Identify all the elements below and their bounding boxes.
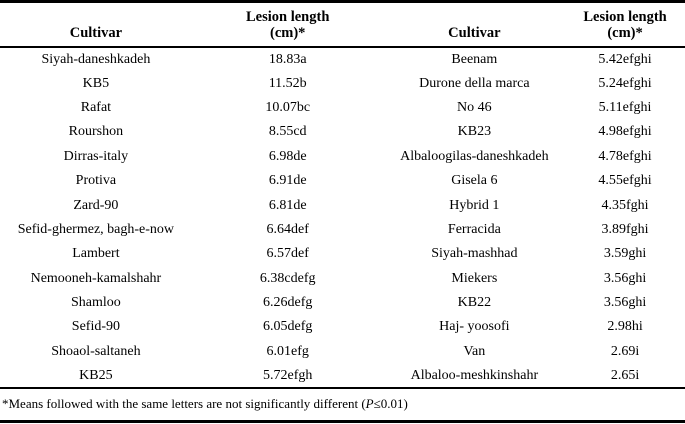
table-row: Rafat 10.07bc No 46 5.11efghi	[0, 96, 685, 120]
lesion-length-cell: 2.65i	[610, 367, 640, 383]
lesion-length-cell: 2.69i	[610, 343, 640, 359]
table-row: Lambert 6.57def Siyah-mashhad 3.59ghi	[0, 242, 685, 266]
table-row: Shoaol-saltaneh 6.01efg Van 2.69i	[0, 340, 685, 364]
table-row: KB5 11.52b Durone della marca 5.24efghi	[0, 71, 685, 95]
lesion-length-cell: 4.98efghi	[598, 124, 652, 140]
cultivar-cell: Miekers	[451, 270, 498, 286]
lesion-length-cell: 6.05defg	[263, 319, 313, 335]
table-footnote: *Means followed with the same letters ar…	[0, 389, 685, 420]
lesion-length-cell: 4.55efghi	[598, 173, 652, 189]
column-header-cultivar-right: Cultivar	[383, 1, 566, 48]
lesion-length-cell: 18.83a	[268, 51, 307, 67]
cultivar-cell: KB22	[457, 295, 492, 311]
lesion-length-cell: 4.78efghi	[598, 148, 652, 164]
cultivar-cell: KB5	[82, 75, 110, 91]
table-row: Nemooneh-kamalshahr 6.38cdefg Miekers 3.56g…	[0, 267, 685, 291]
table-row: Shamloo 6.26defg KB22 3.56ghi	[0, 291, 685, 315]
cultivar-cell: Gisela 6	[451, 173, 498, 189]
lesion-length-cell: 3.56ghi	[603, 295, 647, 311]
lesion-length-cell: 5.72efgh	[263, 367, 313, 383]
cultivar-cell: Rafat	[80, 99, 112, 115]
cultivar-cell: Protiva	[75, 173, 117, 189]
lesion-length-cell: 6.01efg	[266, 343, 309, 359]
footnote-p-symbol: P	[365, 396, 374, 412]
lesion-length-cell: 10.07bc	[265, 99, 311, 115]
cultivar-cell: Haj- yoosofi	[439, 319, 510, 335]
lesion-length-cell: 3.56ghi	[603, 270, 647, 286]
cultivar-cell: Shoaol-saltaneh	[51, 343, 141, 359]
footnote-text-suffix: ≤0.01)	[373, 396, 408, 412]
lesion-length-cell: 6.26defg	[263, 295, 313, 311]
cultivar-cell: Shamloo	[71, 295, 121, 311]
cultivar-cell: Zard-90	[73, 197, 119, 213]
cultivar-cell: Durone della marca	[419, 75, 530, 91]
lesion-length-table: Cultivar Lesion length (cm)* Cultivar Les…	[0, 0, 685, 390]
table-row: Siyah-daneshkadeh 18.83a Beenam 5.42efghi	[0, 47, 685, 71]
column-header-lesion-length-right: Lesion length (cm)*	[565, 1, 685, 48]
lesion-length-cell: 6.57def	[266, 246, 309, 262]
lesion-length-cell: 6.81de	[268, 197, 307, 213]
cultivar-cell: Sefid-ghermez, bagh-e-now	[17, 221, 175, 237]
lesion-length-cell: 8.55cd	[268, 124, 307, 140]
table-row: Dirras-italy 6.98de Albaloogilas-daneshkad…	[0, 145, 685, 169]
cultivar-cell: Dirras-italy	[63, 148, 129, 164]
lesion-length-cell: 3.59ghi	[603, 246, 647, 262]
table-row: Protiva 6.91de Gisela 6 4.55efghi	[0, 169, 685, 193]
table-row: Zard-90 6.81de Hybrid 1 4.35fghi	[0, 193, 685, 217]
cultivar-cell: Sefid-90	[71, 319, 120, 335]
lesion-length-cell: 4.35fghi	[601, 197, 649, 213]
lesion-length-cell: 6.98de	[268, 148, 307, 164]
lesion-length-cell: 5.11efghi	[598, 99, 652, 115]
lesion-length-cell: 11.52b	[268, 75, 307, 91]
lesion-length-cell: 5.24efghi	[598, 75, 652, 91]
cultivar-cell: Siyah-mashhad	[431, 246, 518, 262]
lesion-length-cell: 6.38cdefg	[259, 270, 316, 286]
table-body: Siyah-daneshkadeh 18.83a Beenam 5.42efghi KB…	[0, 47, 685, 388]
column-header-lesion-length-left: Lesion length (cm)*	[191, 1, 384, 48]
lesion-length-cell: 5.42efghi	[598, 51, 652, 67]
lesion-length-cell: 2.98hi	[607, 319, 643, 335]
table-row: Rourshon 8.55cd KB23 4.98efghi	[0, 120, 685, 144]
cultivar-cell: No 46	[457, 99, 492, 115]
bottom-rule	[0, 420, 685, 424]
table-header-row: Cultivar Lesion length (cm)* Cultivar Les…	[0, 1, 685, 48]
cultivar-cell: Ferracida	[447, 221, 501, 237]
lesion-length-cell: 6.64def	[266, 221, 309, 237]
column-header-cultivar-left: Cultivar	[0, 1, 192, 48]
cultivar-cell: Nemooneh-kamalshahr	[30, 270, 162, 286]
table-row: Sefid-ghermez, bagh-e-now 6.64def Ferracid…	[0, 218, 685, 242]
cultivar-cell: Beenam	[451, 51, 498, 67]
cultivar-cell: KB23	[457, 124, 492, 140]
cultivar-cell: Albaloogilas-daneshkadeh	[400, 148, 549, 164]
table-row: KB25 5.72efgh Albaloo-meshkinshahr 2.65i	[0, 364, 685, 388]
cultivar-cell: Siyah-daneshkadeh	[41, 51, 151, 67]
cultivar-cell: Rourshon	[68, 124, 124, 140]
cultivar-cell: Van	[463, 343, 486, 359]
lesion-length-cell: 6.91de	[268, 173, 307, 189]
lesion-length-cell: 3.89fghi	[601, 221, 649, 237]
cultivar-cell: Albaloo-meshkinshahr	[410, 367, 539, 383]
table-row: Sefid-90 6.05defg Haj- yoosofi 2.98hi	[0, 315, 685, 339]
cultivar-cell: Hybrid 1	[449, 197, 500, 213]
cultivar-cell: KB25	[79, 367, 113, 383]
cultivar-cell: Lambert	[72, 246, 120, 262]
footnote-text-prefix: *Means followed with the same letters ar…	[2, 396, 366, 412]
